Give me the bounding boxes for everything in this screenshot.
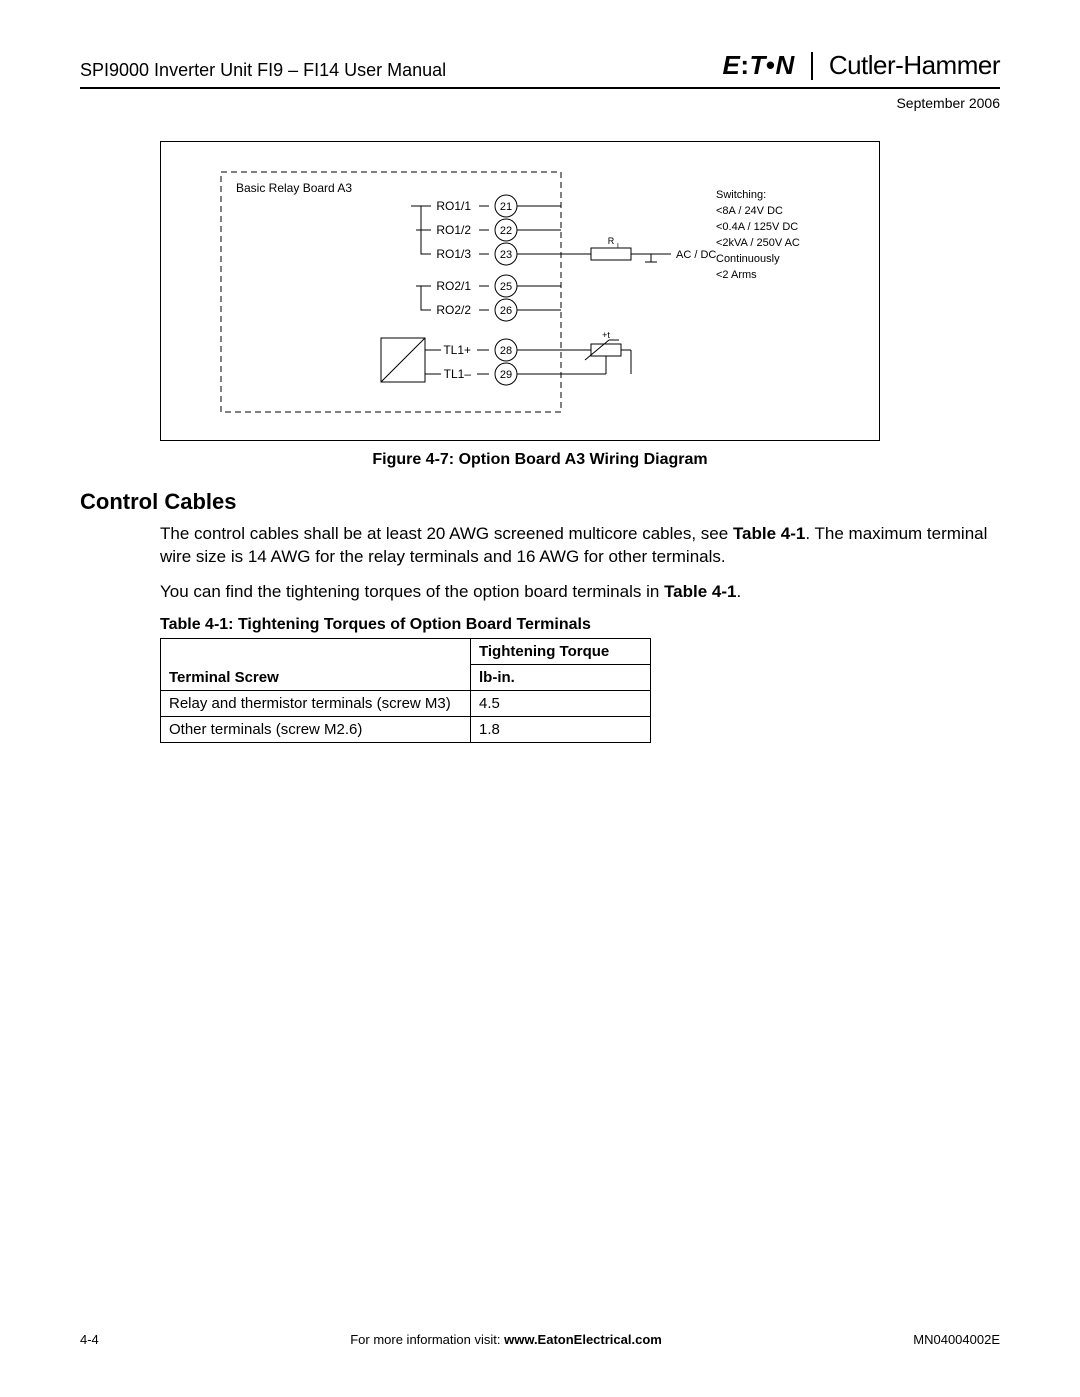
svg-text:23: 23 bbox=[500, 249, 512, 261]
paragraph-1: The control cables shall be at least 20 … bbox=[160, 523, 1000, 569]
para2-ref: Table 4-1 bbox=[664, 582, 736, 601]
svg-text:21: 21 bbox=[500, 201, 512, 213]
svg-text:+t: +t bbox=[602, 330, 610, 340]
svg-text:26: 26 bbox=[500, 305, 512, 317]
torque-table: Terminal Screw Tightening Torque lb-in. … bbox=[160, 638, 651, 743]
svg-text:TL1–: TL1– bbox=[444, 367, 472, 381]
terminal-row: RO2/1 25 bbox=[436, 275, 561, 297]
wiring-diagram-frame: Basic Relay Board A3 RO1/1 21 RO1/2 22 bbox=[160, 141, 880, 441]
para2-a: You can find the tightening torques of t… bbox=[160, 582, 664, 601]
doc-date: September 2006 bbox=[80, 95, 1000, 111]
page-header: SPI9000 Inverter Unit FI9 – FI14 User Ma… bbox=[80, 50, 1000, 87]
svg-text:R: R bbox=[608, 236, 615, 246]
svg-text:29: 29 bbox=[500, 369, 512, 381]
svg-text:RO2/2: RO2/2 bbox=[436, 303, 471, 317]
svg-text:<0.4A / 125V DC: <0.4A / 125V DC bbox=[716, 221, 798, 233]
svg-text:RO1/1: RO1/1 bbox=[436, 199, 471, 213]
terminal-row: RO1/2 22 bbox=[436, 219, 561, 241]
svg-text:<8A / 24V DC: <8A / 24V DC bbox=[716, 205, 783, 217]
para2-c: . bbox=[737, 582, 742, 601]
terminal-row: RO1/3 23 R L AC / DC bbox=[436, 236, 716, 265]
wiring-diagram-svg: Basic Relay Board A3 RO1/1 21 RO1/2 22 bbox=[161, 142, 881, 442]
para1-a: The control cables shall be at least 20 … bbox=[160, 524, 733, 543]
th-torque: Tightening Torque bbox=[471, 638, 651, 664]
svg-text:RO1/2: RO1/2 bbox=[436, 223, 471, 237]
svg-text:RO2/1: RO2/1 bbox=[436, 279, 471, 293]
th-terminal-screw: Terminal Screw bbox=[161, 638, 471, 690]
svg-text:22: 22 bbox=[500, 225, 512, 237]
paragraph-2: You can find the tightening torques of t… bbox=[160, 581, 1000, 604]
svg-text:25: 25 bbox=[500, 281, 512, 293]
svg-text:Switching:: Switching: bbox=[716, 189, 766, 201]
table-row: Relay and thermistor terminals (screw M3… bbox=[161, 690, 651, 716]
svg-text:<2 Arms: <2 Arms bbox=[716, 269, 757, 281]
board-title-text: Basic Relay Board A3 bbox=[236, 181, 352, 195]
terminal-row: RO1/1 21 bbox=[436, 195, 561, 217]
terminal-row: RO2/2 26 bbox=[436, 299, 561, 321]
svg-text:RO1/3: RO1/3 bbox=[436, 247, 471, 261]
page-number: 4-4 bbox=[80, 1332, 99, 1347]
manual-title: SPI9000 Inverter Unit FI9 – FI14 User Ma… bbox=[80, 60, 446, 81]
svg-text:AC / DC: AC / DC bbox=[676, 249, 716, 261]
brand-divider bbox=[811, 52, 813, 80]
td-value: 4.5 bbox=[471, 690, 651, 716]
table-caption: Table 4-1: Tightening Torques of Option … bbox=[160, 616, 1000, 634]
td-value: 1.8 bbox=[471, 716, 651, 742]
doc-number: MN04004002E bbox=[913, 1332, 1000, 1347]
section-heading: Control Cables bbox=[80, 489, 1000, 515]
figure-caption: Figure 4-7: Option Board A3 Wiring Diagr… bbox=[80, 451, 1000, 469]
svg-text:Continuously: Continuously bbox=[716, 253, 780, 265]
cutler-hammer-text: Cutler-Hammer bbox=[829, 50, 1000, 81]
footer-mid: For more information visit: www.EatonEle… bbox=[99, 1332, 913, 1347]
terminal-row: TL1– 29 bbox=[444, 363, 606, 385]
svg-text:TL1+: TL1+ bbox=[443, 343, 471, 357]
para1-ref: Table 4-1 bbox=[733, 524, 805, 543]
page-footer: 4-4 For more information visit: www.Eato… bbox=[80, 1332, 1000, 1347]
table-row: Other terminals (screw M2.6) 1.8 bbox=[161, 716, 651, 742]
td-label: Other terminals (screw M2.6) bbox=[161, 716, 471, 742]
svg-text:L: L bbox=[617, 243, 621, 250]
brand-block: E:T•N Cutler-Hammer bbox=[723, 50, 1000, 81]
header-rule bbox=[80, 87, 1000, 89]
td-label: Relay and thermistor terminals (screw M3… bbox=[161, 690, 471, 716]
th-unit: lb-in. bbox=[471, 664, 651, 690]
svg-text:28: 28 bbox=[500, 345, 512, 357]
terminal-row: TL1+ 28 bbox=[443, 339, 591, 361]
svg-text:<2kVA / 250V AC: <2kVA / 250V AC bbox=[716, 237, 800, 249]
eaton-logo-text: E:T•N bbox=[723, 50, 795, 81]
